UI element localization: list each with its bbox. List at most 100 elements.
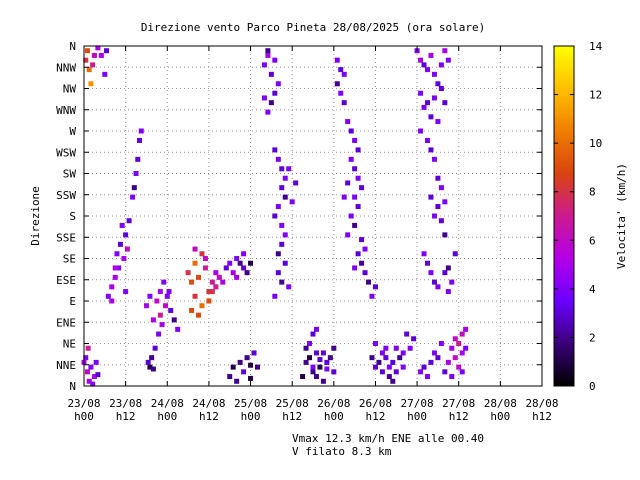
data-point [459,369,465,375]
data-point [157,289,163,295]
data-point [84,48,90,54]
data-point [102,71,108,77]
data-point [362,270,368,276]
data-point [199,303,205,309]
data-point [442,369,448,375]
data-point [202,265,208,271]
data-point [428,270,434,276]
data-point [91,374,97,380]
data-point [145,359,151,365]
data-point [456,364,462,370]
data-point [435,204,441,210]
data-point [196,312,201,318]
data-point [272,90,278,96]
data-point [95,45,101,51]
y-tick-label: ENE [56,316,76,329]
data-point [112,265,118,271]
data-point [268,100,274,106]
data-point [147,293,153,299]
data-point [261,62,267,68]
x-tick-day: 26/08 [359,397,392,410]
data-point [251,350,257,356]
data-point [431,156,437,162]
data-point [275,204,281,210]
data-point [166,289,172,295]
data-point [459,350,465,356]
data-point [407,345,413,351]
data-point [338,90,344,96]
data-point [411,336,417,342]
data-point [279,185,285,191]
data-point [192,260,198,266]
data-point [171,317,177,323]
data-point [327,355,333,361]
x-tick-hour: h12 [449,410,469,423]
data-point [216,274,222,280]
data-point [352,194,358,200]
data-point [237,260,243,266]
data-point [189,307,195,313]
data-point [84,369,90,375]
data-point [116,265,122,271]
data-point [119,222,125,228]
data-point [143,303,149,309]
data-point [435,119,441,125]
colorbar [553,45,575,387]
data-point [348,213,354,219]
data-point [307,341,313,346]
data-point [435,175,441,181]
data-point [93,359,99,365]
data-point [300,374,306,380]
data-point [355,251,361,257]
data-point [386,374,392,380]
y-tick-label: NNE [56,359,76,372]
y-tick-label: N [69,380,76,393]
data-point [435,284,441,290]
data-point [369,293,375,299]
data-point [355,147,361,153]
data-point [428,147,434,153]
data-point [307,355,313,361]
data-point [303,345,309,351]
data-point [121,256,127,261]
data-point [449,374,455,380]
data-point [112,274,118,280]
data-point [279,222,285,228]
data-point [449,345,455,351]
data-point [383,355,389,361]
x-tick-labels: 23/08h0023/08h1224/08h0024/08h1225/08h00… [67,46,559,423]
data-point [227,260,233,266]
data-point [282,175,288,181]
data-point [359,185,365,191]
data-point [150,366,156,372]
data-point [282,260,288,266]
data-point [104,48,110,54]
data-point [90,62,96,68]
data-point [383,345,389,351]
data-point [289,199,295,205]
data-point [345,232,351,238]
data-point [431,71,437,77]
data-point [133,171,139,176]
data-point [418,369,424,375]
data-point [114,251,120,257]
data-point [86,378,92,384]
y-tick-label: NNW [56,61,76,74]
data-point [124,246,130,252]
data-point [355,204,361,210]
data-point [196,274,201,280]
data-point [341,71,347,77]
data-point [418,57,424,63]
data-point [431,350,437,356]
colorbar-tick-label: 4 [589,283,596,296]
data-points [81,45,469,387]
data-point [310,364,316,370]
data-point [86,67,92,73]
data-point [209,289,215,295]
data-point [341,100,347,106]
data-point [431,95,437,101]
y-tick-label: SW [63,168,77,181]
colorbar-tick-labels: 0 2 4 6 8 10 12 14 [554,40,603,393]
data-point [372,284,378,290]
